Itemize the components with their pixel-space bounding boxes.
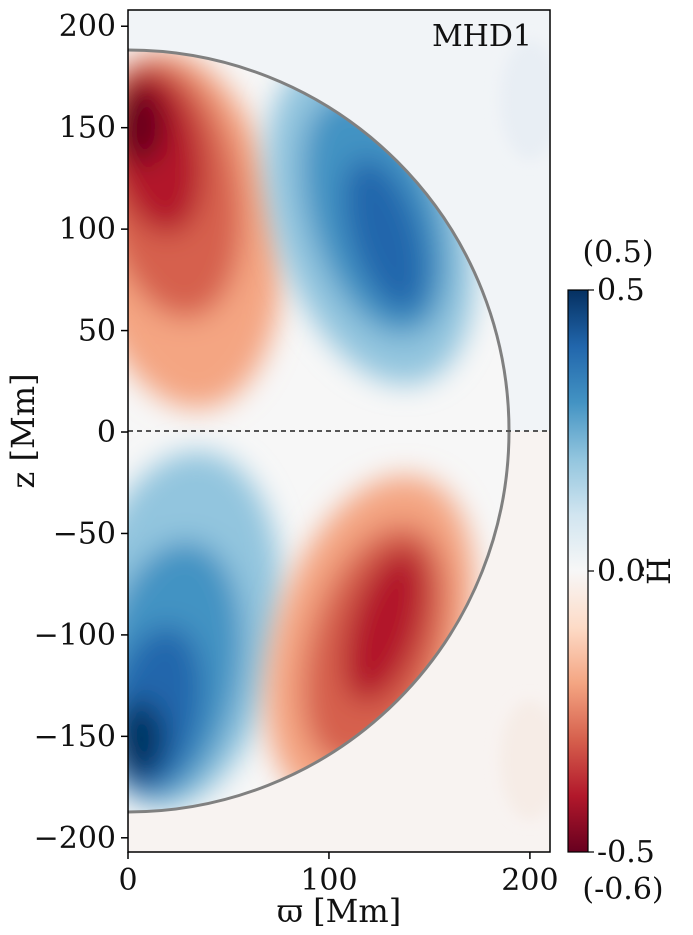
y-tick-label: 50	[78, 314, 116, 349]
y-tick-label: 0	[97, 415, 116, 450]
y-tick-label: 100	[59, 212, 116, 247]
x-axis-label: ϖ [Mm]	[277, 892, 401, 930]
x-axis-ticks: 0 100 200	[118, 852, 559, 898]
x-tick-label: 200	[501, 863, 558, 898]
panel-label: MHD1	[432, 19, 532, 54]
y-tick-label: −200	[34, 821, 116, 856]
x-tick-label: 0	[118, 863, 137, 898]
colorbar-label: H̃	[640, 557, 678, 585]
lobe-north-blue-core	[343, 158, 427, 312]
x-tick-label: 100	[300, 863, 357, 898]
colorbar-tick-label: -0.5	[597, 835, 655, 870]
colorbar-tick-label: 0.0	[597, 554, 645, 589]
colorbar-tick-label: 0.5	[597, 273, 645, 308]
y-tick-label: −150	[34, 719, 116, 754]
y-tick-label: −100	[34, 618, 116, 653]
y-axis-ticks: 200 150 100 50 0 −50 −100 −150 −200	[34, 9, 128, 856]
colorbar-min-annotation: (-0.6)	[582, 872, 663, 907]
lobe-south-blue-peak	[128, 700, 165, 780]
y-tick-label: −50	[53, 516, 116, 551]
exterior-blob-se	[500, 700, 550, 820]
y-axis-label: z [Mm]	[4, 373, 42, 488]
exterior-blob-ne	[500, 40, 550, 160]
lobe-south-red-core	[343, 548, 427, 702]
colorbar-ticks: 0.5 0.0 -0.5	[588, 273, 655, 870]
colorbar	[567, 289, 589, 853]
plot-frame	[127, 9, 551, 853]
colorbar-max-annotation: (0.5)	[582, 235, 653, 270]
y-tick-label: 200	[59, 9, 116, 44]
y-tick-label: 150	[59, 111, 116, 146]
lobe-north-red-peak	[128, 85, 165, 165]
